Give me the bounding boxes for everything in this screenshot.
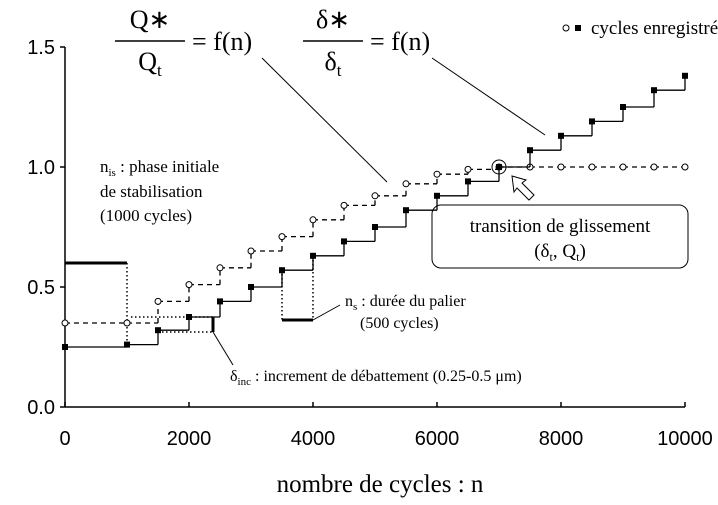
transition-note: transition de glissement (δt, Qt) xyxy=(470,216,651,264)
q-den-main: Q xyxy=(138,47,157,76)
n-is-line3: (1000 cycles) xyxy=(100,206,192,225)
point xyxy=(62,344,68,350)
leader-line xyxy=(431,57,546,136)
point xyxy=(402,180,410,188)
n-s-line2: (500 cycles) xyxy=(360,315,439,332)
point xyxy=(247,247,255,255)
n-is-text: : phase initiale xyxy=(116,157,219,176)
y-tick-label: 1.0 xyxy=(27,157,55,179)
d-inc-sub: inc xyxy=(238,376,252,388)
x-axis-label: nombre de cycles : n xyxy=(277,471,484,498)
leader-line xyxy=(212,331,234,366)
d-inc-text: : increment de débattement (0.25-0.5 μm) xyxy=(251,368,522,385)
point xyxy=(186,314,192,320)
d-den-main: δ xyxy=(325,47,337,76)
point xyxy=(216,264,224,272)
point xyxy=(433,170,441,178)
point xyxy=(185,281,193,289)
point xyxy=(620,104,626,110)
point xyxy=(310,252,316,259)
point xyxy=(558,132,564,139)
x-tick-label: 4000 xyxy=(291,428,336,450)
point xyxy=(155,327,161,334)
d-den-sub: t xyxy=(337,61,342,80)
t-open: (δ xyxy=(534,241,549,262)
n-is-sub: is xyxy=(109,167,116,179)
callout-box xyxy=(431,204,689,269)
q-ratio-label: Q∗ Qt = f(n) xyxy=(115,5,252,80)
point xyxy=(248,284,254,290)
point xyxy=(434,192,440,199)
d-den: δt xyxy=(325,47,342,80)
point xyxy=(651,87,657,94)
point xyxy=(403,207,409,214)
point xyxy=(340,201,348,209)
n-s-text: : durée du palier xyxy=(357,293,466,310)
n-is-line1: nis : phase initiale xyxy=(100,157,219,179)
q-rhs: = f(n) xyxy=(192,27,252,56)
x-tick-label: 2000 xyxy=(167,428,212,450)
x-tick-label: 8000 xyxy=(539,428,584,450)
leader-line xyxy=(261,57,388,183)
transition-line1: transition de glissement xyxy=(470,216,651,237)
y-tick-label: 0.0 xyxy=(27,397,55,419)
point xyxy=(465,178,471,185)
transition-line2: (δt, Qt) xyxy=(534,241,586,264)
point xyxy=(341,238,347,245)
point xyxy=(278,233,286,241)
t-sub1: t xyxy=(550,250,554,264)
point xyxy=(309,216,317,224)
n-s-line1: ns : durée du palier xyxy=(345,293,466,313)
point xyxy=(682,72,688,79)
point xyxy=(589,118,595,125)
point xyxy=(154,297,162,305)
arrow-icon xyxy=(511,175,535,201)
point xyxy=(371,192,379,200)
d-inc-note: δinc : increment de débattement (0.25-0.… xyxy=(230,368,522,388)
legend-marker-filled xyxy=(575,25,581,31)
point xyxy=(681,163,689,171)
legend-label: cycles enregistrés xyxy=(591,18,718,39)
q-den-sub: t xyxy=(157,61,162,80)
point xyxy=(217,298,223,305)
point xyxy=(124,341,130,348)
point xyxy=(61,319,69,327)
t-sub2: t xyxy=(576,250,580,264)
point xyxy=(372,224,378,230)
point xyxy=(557,163,565,171)
x-tick-label: 6000 xyxy=(415,428,460,450)
point xyxy=(279,267,285,274)
n-is-line2: de stabilisation xyxy=(100,182,203,201)
point xyxy=(464,165,472,173)
x-tick-label: 0 xyxy=(59,428,70,450)
point xyxy=(619,163,627,171)
point xyxy=(123,319,131,327)
n-s-sub: s xyxy=(353,301,357,313)
n-is-sym: n xyxy=(100,157,109,176)
legend-marker-open xyxy=(562,24,570,32)
t-mid: , Q xyxy=(553,241,577,262)
n-s-note: ns : durée du palier (500 cycles) xyxy=(345,293,466,332)
point xyxy=(650,163,658,171)
x-tick-label: 10000 xyxy=(657,428,713,450)
d-rhs: = f(n) xyxy=(370,27,430,56)
d-num: δ∗ xyxy=(316,5,350,34)
d-ratio-label: δ∗ δt = f(n) xyxy=(303,5,430,80)
t-close: ) xyxy=(579,241,585,262)
y-tick-label: 0.5 xyxy=(27,277,55,299)
q-den: Qt xyxy=(138,47,162,80)
point xyxy=(527,147,533,154)
d-inc-sym: δ xyxy=(230,368,238,385)
y-tick-label: 1.5 xyxy=(27,37,55,59)
q-num: Q∗ xyxy=(130,5,171,34)
leader-line xyxy=(312,304,341,321)
n-s-sym: n xyxy=(345,293,353,310)
point xyxy=(588,163,596,171)
point xyxy=(496,164,502,170)
n-is-note: nis : phase initiale de stabilisation (1… xyxy=(100,157,219,225)
